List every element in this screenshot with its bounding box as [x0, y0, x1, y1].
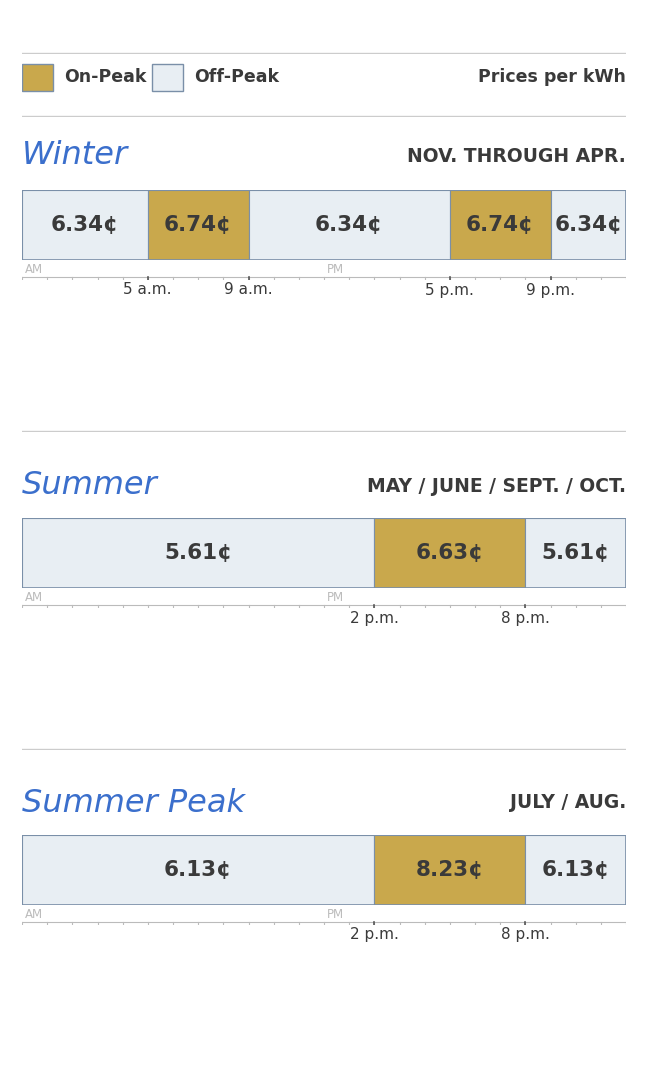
Text: Summer: Summer	[22, 471, 157, 502]
Text: On-Peak: On-Peak	[64, 68, 146, 87]
Text: 6.13¢: 6.13¢	[542, 860, 610, 880]
Text: 6.63¢: 6.63¢	[415, 542, 483, 563]
Bar	[152, 64, 183, 91]
Text: 5 p.m.: 5 p.m.	[425, 282, 474, 297]
Bar	[374, 518, 525, 588]
Bar	[450, 190, 551, 260]
Text: 6.13¢: 6.13¢	[164, 860, 232, 880]
Text: 8 p.m.: 8 p.m.	[501, 611, 550, 626]
Text: Off-Peak: Off-Peak	[194, 68, 279, 87]
Text: AM: AM	[25, 263, 43, 276]
Text: 6.34¢: 6.34¢	[315, 215, 383, 235]
Text: 6.74¢: 6.74¢	[164, 215, 232, 235]
Bar	[22, 518, 374, 588]
Text: 5.61¢: 5.61¢	[164, 542, 232, 563]
Text: PM: PM	[327, 908, 344, 921]
Text: 8.23¢: 8.23¢	[415, 860, 483, 880]
Bar	[551, 190, 626, 260]
Bar	[525, 518, 626, 588]
Bar	[22, 190, 148, 260]
Text: Prices per kWh: Prices per kWh	[478, 68, 626, 87]
Text: NOV. THROUGH APR.: NOV. THROUGH APR.	[407, 147, 626, 166]
Text: MAY / JUNE / SEPT. / OCT.: MAY / JUNE / SEPT. / OCT.	[367, 476, 626, 495]
Bar	[22, 64, 53, 91]
Text: 9 a.m.: 9 a.m.	[224, 282, 273, 297]
Text: 6.74¢: 6.74¢	[466, 215, 534, 235]
Text: 2 p.m.: 2 p.m.	[350, 611, 399, 626]
Text: 6.34¢: 6.34¢	[51, 215, 119, 235]
Text: AM: AM	[25, 908, 43, 921]
Text: 5.61¢: 5.61¢	[542, 542, 610, 563]
Text: PM: PM	[327, 263, 344, 276]
Text: Summer Peak: Summer Peak	[22, 788, 245, 819]
Text: 5 a.m.: 5 a.m.	[123, 282, 172, 297]
Text: 6.34¢: 6.34¢	[554, 215, 622, 235]
Bar	[22, 835, 374, 905]
Text: 9 p.m.: 9 p.m.	[526, 282, 575, 297]
Text: JULY / AUG.: JULY / AUG.	[510, 794, 626, 812]
Bar	[374, 835, 525, 905]
Text: 8 p.m.: 8 p.m.	[501, 928, 550, 943]
Bar	[248, 190, 450, 260]
Text: AM: AM	[25, 592, 43, 605]
Bar	[525, 835, 626, 905]
Text: PM: PM	[327, 592, 344, 605]
Text: Winter: Winter	[22, 140, 128, 171]
Bar	[148, 190, 248, 260]
Text: 2 p.m.: 2 p.m.	[350, 928, 399, 943]
